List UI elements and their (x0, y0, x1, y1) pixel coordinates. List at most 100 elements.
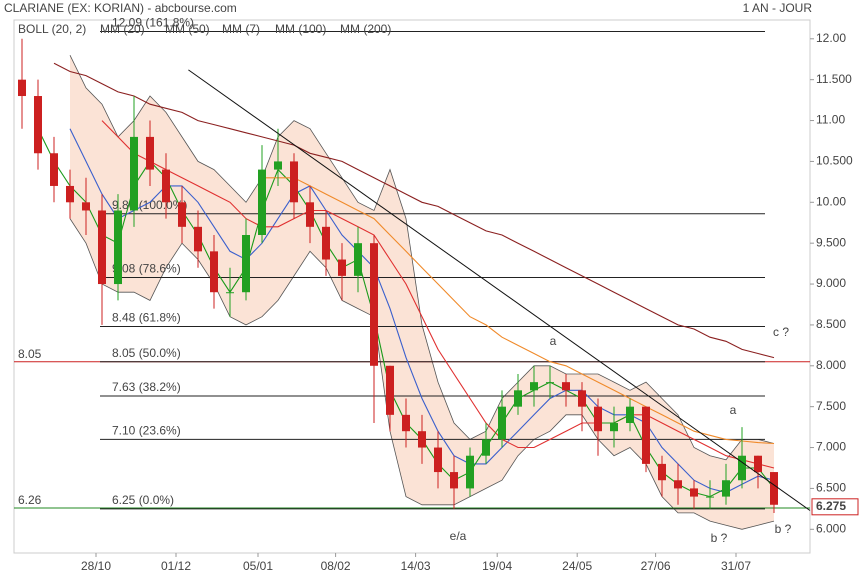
y-tick-label: 10.00 (816, 194, 846, 208)
candle-body (658, 463, 666, 481)
y-tick-label: 8.500 (816, 317, 846, 331)
candle-body (626, 406, 634, 424)
x-tick-label: 01/12 (161, 559, 191, 573)
y-tick-label: 12.00 (816, 31, 846, 45)
last-price-box (811, 498, 859, 516)
y-tick-label: 6.000 (816, 521, 846, 535)
y-tick-label: 10.500 (816, 154, 853, 168)
candle-body (450, 472, 458, 489)
candle-body (498, 406, 506, 440)
fib-label: 6.25 (0.0%) (112, 493, 174, 507)
candle-body (98, 210, 106, 285)
candle-body (690, 488, 698, 497)
x-tick-label: 05/01 (243, 559, 273, 573)
candle-body (338, 259, 346, 276)
candle-body (434, 447, 442, 473)
x-tick-label: 28/10 (81, 559, 111, 573)
annotation: b ? (775, 522, 792, 536)
candle-body (18, 79, 26, 97)
candle-body (578, 390, 586, 407)
x-tick-label: 24/05 (562, 559, 592, 573)
moving-average (69, 128, 775, 494)
candle-body (402, 414, 410, 432)
candle-body (562, 382, 570, 391)
fib-label: 8.48 (61.8%) (112, 311, 181, 325)
candle-body (674, 480, 682, 489)
reference-label: 8.05 (18, 347, 42, 361)
legend-entry: MM (20) (100, 22, 145, 36)
candle-body (482, 439, 490, 456)
legend-entry: MM (200) (340, 22, 391, 36)
candle-body (114, 210, 122, 285)
legend-entry: BOLL (20, 2) (18, 22, 86, 36)
candle-body (66, 185, 74, 203)
fib-label: 7.10 (23.6%) (112, 424, 181, 438)
bollinger-lower (69, 218, 775, 530)
trendline (188, 69, 811, 511)
annotation: c ? (773, 325, 789, 339)
fib-label: 9.08 (78.6%) (112, 262, 181, 276)
legend-entry: MM (100) (275, 22, 326, 36)
candle-body (706, 496, 714, 498)
candle-body (258, 169, 266, 235)
annotation: e/a (450, 529, 467, 543)
bollinger-upper (69, 55, 775, 461)
y-tick-label: 9.000 (816, 276, 846, 290)
candle-body (306, 202, 314, 227)
candle-body (514, 390, 522, 407)
candle-body (530, 382, 538, 391)
y-tick-label: 6.500 (816, 481, 846, 495)
x-tick-label: 19/04 (482, 559, 512, 573)
moving-average (53, 62, 775, 359)
candle-body (370, 243, 378, 366)
candle-body (194, 226, 202, 252)
x-tick-label: 27/06 (641, 559, 671, 573)
chart-title: CLARIANE (EX: KORIAN) - abcbourse.com (4, 1, 237, 15)
legend-entry: MM (7) (222, 22, 260, 36)
candle-body (594, 406, 602, 432)
fib-label: 9.86 (100.0%) (112, 198, 187, 212)
candle-body (354, 243, 362, 276)
legend-entry: MM (50) (165, 22, 210, 36)
last-price-label: 6.275 (816, 499, 846, 513)
fib-label: 12.09 (161.8%) (112, 16, 194, 30)
candle-body (386, 365, 394, 415)
candle-body (146, 136, 154, 170)
reference-label: 6.26 (18, 493, 42, 507)
candle-body (754, 455, 762, 473)
candle-body (178, 202, 186, 227)
candle-body (34, 96, 42, 154)
candle-body (466, 455, 474, 489)
candle-body (610, 423, 618, 432)
candle-body (82, 202, 90, 211)
y-tick-label: 11.00 (816, 113, 845, 127)
candle-body (642, 406, 650, 464)
period: 1 AN - JOUR (743, 1, 813, 15)
candle-body (130, 136, 138, 211)
candle-body (322, 226, 330, 260)
y-tick-label: 7.000 (816, 440, 846, 454)
y-tick-label: 7.500 (816, 399, 846, 413)
candle-body (546, 382, 554, 384)
candle-body (738, 455, 746, 481)
y-tick-label: 8.000 (816, 358, 846, 372)
fib-label: 8.05 (50.0%) (112, 346, 181, 360)
y-tick-label: 9.500 (816, 235, 846, 249)
moving-average (262, 177, 775, 445)
candle-body (210, 251, 218, 293)
candle-body (226, 292, 234, 294)
x-tick-label: 31/07 (721, 559, 751, 573)
candle-body (722, 480, 730, 497)
annotation: a (730, 403, 737, 417)
annotation: a (550, 334, 557, 348)
moving-average (101, 120, 775, 469)
candle-body (418, 431, 426, 448)
y-tick-label: 11.500 (816, 72, 852, 86)
candle-body (290, 161, 298, 203)
candle-body (274, 161, 282, 170)
candle-body (770, 472, 778, 505)
x-tick-label: 14/03 (401, 559, 431, 573)
fib-label: 7.63 (38.2%) (112, 380, 181, 394)
candle-body (162, 169, 170, 203)
